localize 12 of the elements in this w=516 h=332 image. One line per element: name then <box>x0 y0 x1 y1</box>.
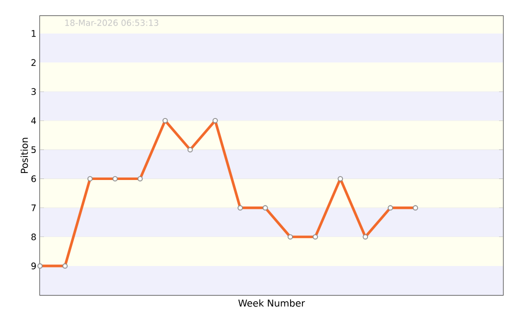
y-tick-label: 3 <box>31 88 36 95</box>
y-tick-label: 1 <box>32 30 36 37</box>
y-tick-label: 2 <box>31 59 36 66</box>
annotation: 18-Mar-2026 06:53:13 <box>65 20 158 26</box>
y-tick-label: 4 <box>31 117 36 124</box>
x-axis-title: Week Number <box>238 299 305 307</box>
y-tick-label: 6 <box>31 175 36 182</box>
y-axis-title: Position <box>20 138 28 174</box>
y-tick-label: 7 <box>32 204 36 212</box>
y-tick-label: 8 <box>31 233 36 240</box>
y-tick-label: 5 <box>31 146 36 154</box>
y-tick-label: 9 <box>31 262 36 270</box>
